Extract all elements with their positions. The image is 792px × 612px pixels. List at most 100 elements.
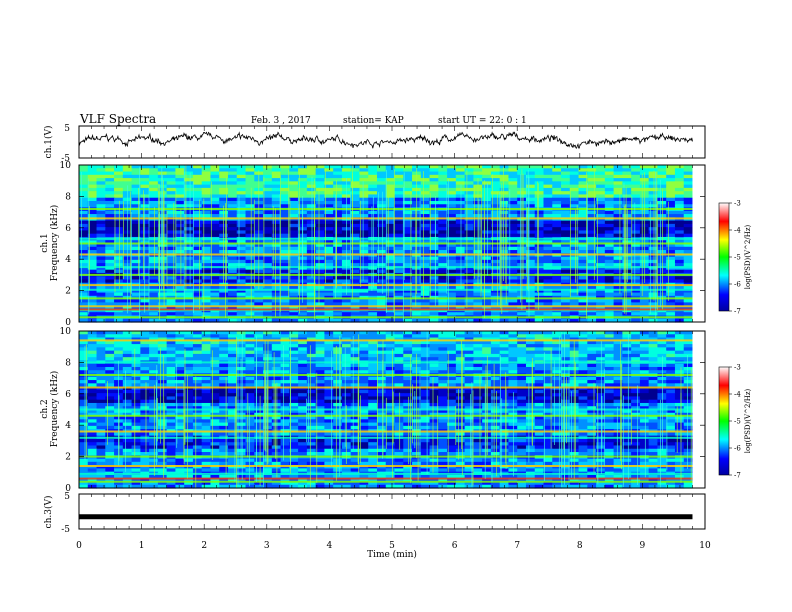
spectrogram-cell bbox=[508, 187, 518, 192]
spectrogram-cell bbox=[105, 376, 115, 381]
spectrogram-cell bbox=[578, 181, 588, 186]
spectrogram-cell bbox=[534, 344, 545, 348]
spectrogram-cell bbox=[210, 204, 220, 209]
spectrogram-cell bbox=[79, 230, 89, 235]
spectrogram-cell bbox=[552, 220, 562, 225]
spectrogram-cell bbox=[324, 334, 334, 339]
spectrogram-cell bbox=[464, 230, 474, 235]
spectrogram-cell bbox=[245, 263, 255, 267]
spectrogram-cell bbox=[166, 210, 176, 215]
spectrogram-cell bbox=[464, 184, 474, 189]
spectrogram-cell bbox=[315, 312, 325, 317]
spectrogram-cell bbox=[543, 363, 553, 368]
spectrogram-cell bbox=[429, 165, 439, 169]
spectrogram-cell bbox=[87, 350, 98, 355]
spectrogram-cell bbox=[543, 344, 553, 348]
spectrogram-cell bbox=[376, 318, 387, 323]
spectrogram-cell bbox=[596, 181, 606, 186]
spectrogram-cell bbox=[587, 240, 597, 245]
spectrogram-cell bbox=[219, 279, 229, 284]
spectrogram-cell bbox=[525, 366, 536, 371]
spectrogram-cell bbox=[359, 233, 369, 238]
spectrogram-cell bbox=[333, 256, 343, 261]
spectrogram-cell bbox=[622, 344, 632, 348]
spectrogram-cell bbox=[359, 363, 369, 368]
spectrogram-cell bbox=[184, 389, 194, 394]
spectrogram-cell bbox=[639, 292, 650, 297]
spectrogram-cell bbox=[105, 220, 115, 225]
spectrogram-cell bbox=[201, 174, 212, 179]
spectrogram-cell bbox=[464, 366, 474, 371]
spectrogram-cell bbox=[508, 289, 518, 294]
spectrogram-cell bbox=[210, 305, 220, 310]
spectrogram-cell bbox=[131, 181, 141, 186]
spectrogram-cell bbox=[429, 269, 439, 274]
spectrogram-cell bbox=[219, 230, 229, 235]
spectrogram-cell bbox=[192, 347, 203, 352]
spectrogram-cell bbox=[613, 214, 623, 218]
spectrogram-cell bbox=[622, 357, 632, 362]
spectrogram-cell bbox=[561, 181, 571, 186]
spectrogram-cell bbox=[569, 178, 580, 182]
spectrogram-cell bbox=[201, 165, 212, 169]
spectrogram-cell bbox=[482, 289, 492, 294]
spectrogram-cell bbox=[271, 174, 282, 179]
spectrogram-cell bbox=[674, 191, 685, 196]
spectrogram-cell bbox=[184, 344, 194, 348]
spectrogram-cell bbox=[79, 350, 89, 355]
spectrogram-cell bbox=[175, 347, 185, 352]
spectrogram-cell bbox=[192, 279, 203, 284]
spectrogram-cell bbox=[219, 302, 229, 307]
spectrogram-cell bbox=[648, 210, 659, 215]
spectrogram-cell bbox=[306, 292, 317, 297]
spectrogram-cell bbox=[596, 256, 606, 261]
spectrogram-cell bbox=[455, 168, 466, 173]
spectrogram-cell bbox=[289, 353, 299, 358]
spectrogram-cell bbox=[674, 393, 685, 398]
spectrogram-cell bbox=[306, 318, 317, 323]
spectrogram-cell bbox=[333, 230, 343, 235]
spectrogram-cell bbox=[184, 197, 194, 202]
spectrogram-cell bbox=[613, 279, 623, 284]
spectrogram-cell bbox=[227, 181, 238, 186]
spectrogram-cell bbox=[333, 383, 343, 388]
spectrogram-cell bbox=[324, 191, 334, 196]
spectrogram-cell bbox=[631, 197, 641, 202]
spectrogram-cell bbox=[499, 256, 510, 261]
spectrogram-cell bbox=[227, 363, 238, 368]
spectrogram-cell bbox=[420, 302, 431, 307]
spectrogram-cell bbox=[429, 279, 439, 284]
spectrogram-cell bbox=[131, 184, 141, 189]
spectrogram-cell bbox=[455, 305, 466, 310]
spectrogram-cell bbox=[114, 289, 124, 294]
spectrogram-cell bbox=[525, 376, 536, 381]
spectrogram-cell bbox=[525, 302, 536, 307]
spectrogram-cell bbox=[394, 187, 404, 192]
spectrogram-cell bbox=[192, 353, 203, 358]
spectrogram-cell bbox=[122, 334, 133, 339]
spectrogram-cell bbox=[569, 204, 580, 209]
spectrogram-cell bbox=[87, 340, 98, 345]
spectrogram-cell bbox=[333, 200, 343, 205]
spectrogram-cell bbox=[114, 200, 124, 205]
spectrogram-cell bbox=[359, 299, 369, 303]
spectrogram-cell bbox=[464, 299, 474, 303]
spectrogram-cell bbox=[552, 233, 562, 238]
spectrogram-cell bbox=[140, 165, 150, 169]
spectrogram-cell bbox=[263, 171, 273, 176]
spectrogram-cell bbox=[306, 289, 317, 294]
spectrogram-cell bbox=[490, 220, 501, 225]
spectrogram-cell bbox=[105, 227, 115, 232]
spectrogram-cell bbox=[289, 396, 299, 401]
spectrogram-cell bbox=[631, 299, 641, 303]
spectrogram-cell bbox=[499, 191, 510, 196]
spectrogram-cell bbox=[543, 334, 553, 339]
spectrogram-cell bbox=[596, 165, 606, 169]
spectrogram-cell bbox=[166, 386, 176, 391]
spectrogram-cell bbox=[403, 184, 413, 189]
spectrogram-cell bbox=[105, 171, 115, 176]
spectrogram-cell bbox=[114, 347, 124, 352]
spectrogram-cell bbox=[184, 259, 194, 264]
spectrogram-cell bbox=[578, 357, 588, 362]
spectrogram-cell bbox=[175, 256, 185, 261]
